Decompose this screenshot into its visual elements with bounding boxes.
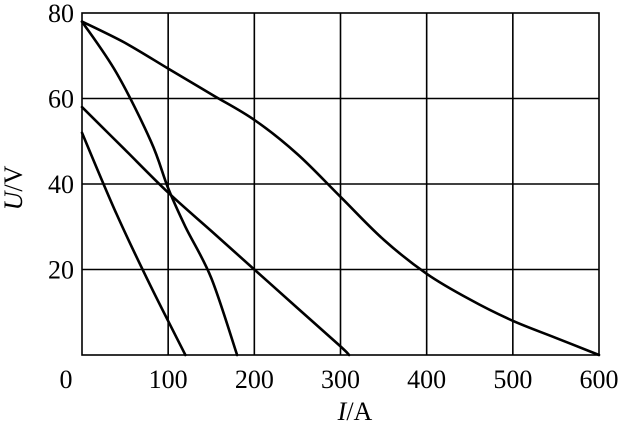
x-tick-label: 100 <box>149 365 188 394</box>
x-tick-label: 500 <box>493 365 532 394</box>
series-line <box>80 20 601 357</box>
series-line <box>80 20 239 357</box>
x-tick-label: 0 <box>60 365 73 394</box>
series-group <box>80 20 601 357</box>
y-tick-label: 40 <box>48 170 74 199</box>
tick-labels: 0 100 200 300 400 500 600 20 40 60 80 <box>48 0 619 394</box>
x-tick-label: 600 <box>580 365 619 394</box>
y-tick-label: 60 <box>48 85 74 114</box>
x-axis-title: I/A <box>337 397 373 426</box>
y-axis-title: U/V <box>0 165 28 210</box>
x-tick-label: 300 <box>321 365 360 394</box>
y-tick-label: 20 <box>48 256 74 285</box>
x-tick-label: 200 <box>235 365 274 394</box>
x-tick-label: 400 <box>407 365 446 394</box>
y-tick-label: 80 <box>48 0 74 28</box>
series-line <box>80 131 187 357</box>
grid <box>81 12 600 356</box>
plot-frame <box>81 12 600 356</box>
series-line <box>80 105 351 357</box>
